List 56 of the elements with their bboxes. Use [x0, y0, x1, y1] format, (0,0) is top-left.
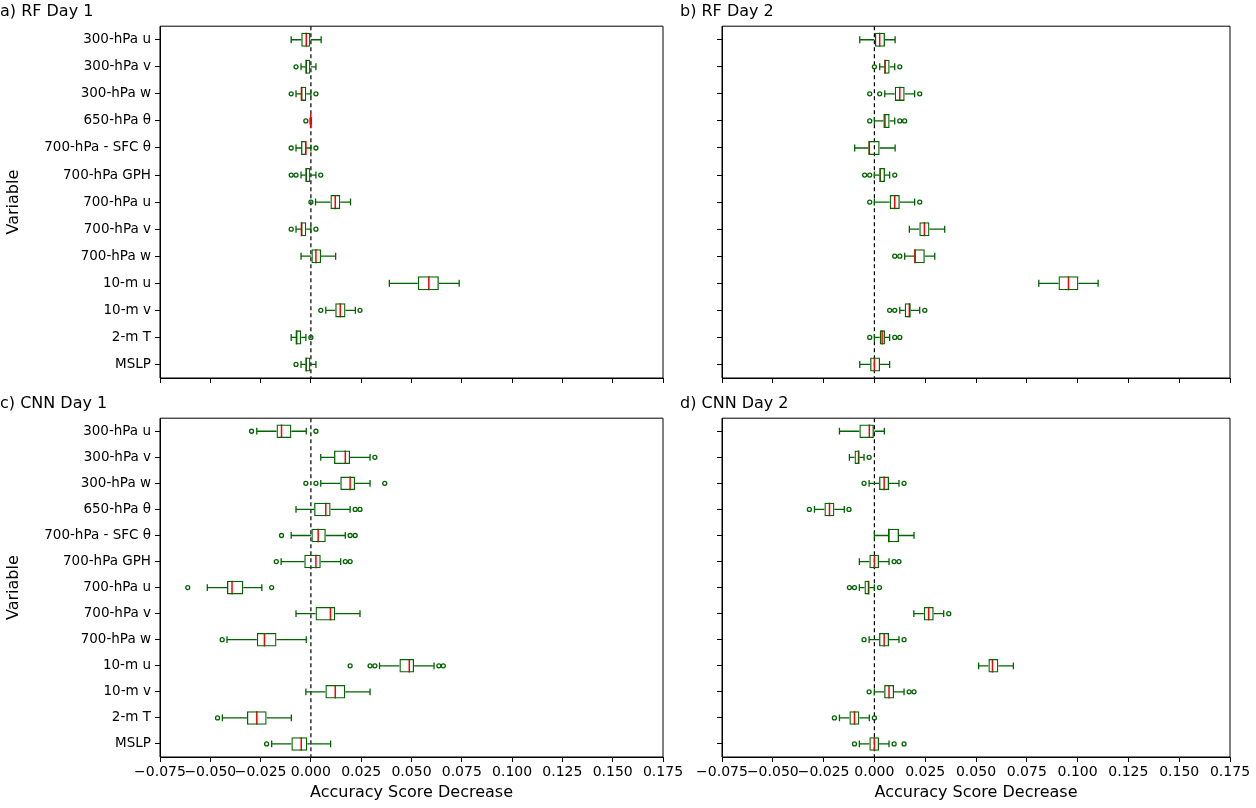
y-tick-label: 10-m v	[103, 682, 152, 699]
y-tick-label: 300-hPa w	[80, 473, 151, 490]
y-tick-label: 700-hPa v	[83, 219, 151, 236]
y-tick-label: 10-m v	[103, 300, 152, 317]
y-tick-label: 300-hPa v	[83, 447, 151, 464]
x-tick-label: 0.000	[854, 763, 895, 780]
y-tick-label: 700-hPa - SFC θ	[44, 138, 151, 155]
y-tick-label: 700-hPa u	[83, 192, 151, 209]
x-tick-label: −0.025	[797, 763, 850, 780]
y-tick-label: 700-hPa u	[83, 578, 151, 595]
x-tick-label: 0.150	[1159, 763, 1200, 780]
chart-title: d) CNN Day 2	[680, 392, 789, 412]
x-tick-label: 0.175	[1209, 763, 1251, 780]
x-tick-label: 0.150	[592, 763, 633, 780]
x-tick-label: −0.050	[746, 763, 799, 780]
x-tick-label: 0.100	[492, 763, 533, 780]
y-tick-label: MSLP	[115, 734, 151, 751]
y-tick-label: 700-hPa - SFC θ	[44, 525, 151, 542]
y-tick-label: 10-m u	[102, 273, 151, 290]
x-tick-label: −0.025	[234, 763, 287, 780]
x-tick-label: 0.100	[1057, 763, 1098, 780]
x-tick-label: 0.050	[955, 763, 997, 780]
chart-title: a) RF Day 1	[0, 0, 94, 20]
x-tick-label: 0.025	[341, 763, 382, 780]
x-tick-label: 0.075	[441, 763, 482, 780]
x-tick-label: 0.175	[642, 763, 684, 780]
x-tick-label: 0.125	[1108, 763, 1149, 780]
x-tick-label: −0.075	[134, 763, 186, 780]
chart-title: b) RF Day 2	[680, 0, 774, 20]
y-tick-label: 700-hPa v	[83, 604, 151, 621]
y-tick-label: 700-hPa GPH	[62, 552, 151, 569]
x-axis-title: Accuracy Score Decrease	[874, 781, 1078, 801]
y-tick-label: 10-m u	[102, 656, 151, 673]
x-tick-label: 0.125	[542, 763, 583, 780]
x-tick-label: 0.000	[290, 763, 331, 780]
y-tick-label: 300-hPa v	[83, 57, 151, 74]
y-axis-title: Variable	[2, 555, 22, 620]
x-tick-label: −0.075	[696, 763, 748, 780]
chart-title: c) CNN Day 1	[0, 392, 108, 412]
y-tick-label: 300-hPa u	[83, 421, 151, 438]
y-tick-label: 300-hPa w	[80, 84, 151, 101]
y-tick-label: 700-hPa w	[80, 630, 151, 647]
y-tick-label: 2-m T	[111, 327, 152, 344]
x-tick-label: 0.075	[1006, 763, 1047, 780]
y-tick-label: 700-hPa w	[80, 246, 151, 263]
y-tick-label: 300-hPa u	[83, 30, 151, 47]
y-tick-label: 2-m T	[111, 708, 152, 725]
x-tick-label: 0.025	[905, 763, 946, 780]
y-axis-title: Variable	[2, 169, 22, 235]
x-axis-title: Accuracy Score Decrease	[309, 781, 514, 801]
y-tick-label: 650-hPa θ	[83, 499, 151, 516]
y-tick-label: MSLP	[115, 354, 151, 371]
x-tick-label: −0.050	[184, 763, 237, 780]
y-tick-label: 650-hPa θ	[83, 111, 151, 128]
x-tick-label: 0.050	[391, 763, 432, 780]
y-tick-label: 700-hPa GPH	[62, 165, 151, 182]
